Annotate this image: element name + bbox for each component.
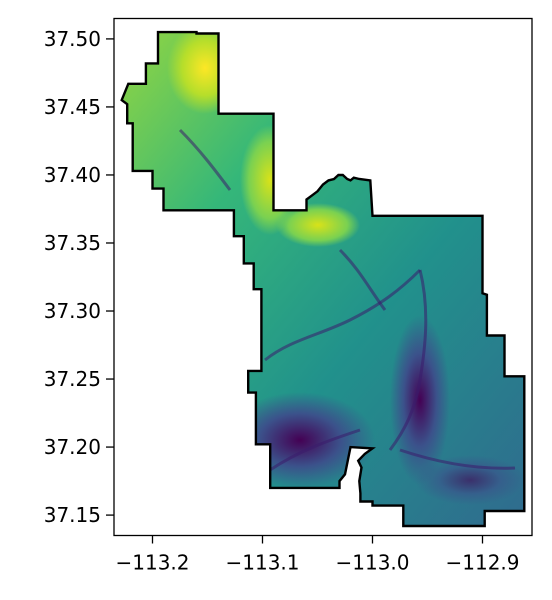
drainage-line (269, 428, 361, 472)
x-tick-label: −112.9 (445, 551, 519, 575)
elevation-raster (121, 32, 525, 526)
drainage-line (399, 448, 516, 470)
x-axis: −113.2 −113.1 −113.0 −112.9 (115, 535, 520, 575)
y-tick-label: 37.20 (44, 435, 101, 459)
y-tick-label: 37.15 (44, 503, 101, 527)
y-tick-label: 37.50 (44, 27, 101, 51)
x-tick-label: −113.0 (335, 551, 409, 575)
raster-low-southwest (225, 392, 375, 488)
y-tick-label: 37.30 (44, 299, 101, 323)
boundary-outline (120, 30, 526, 528)
drainage-line (388, 269, 428, 451)
drainage-line (178, 128, 232, 191)
drainage-line (264, 268, 422, 362)
raster-high-northwest (167, 32, 243, 114)
x-tick-label: −113.1 (225, 551, 299, 575)
axes: −113.2 −113.1 −113.0 −112.9 37.50 37.45 37.40… (44, 17, 533, 575)
raster-low-canyon (390, 315, 450, 485)
raster-high-plateau (276, 203, 360, 247)
y-tick-label: 37.35 (44, 231, 101, 255)
y-tick-label: 37.25 (44, 367, 101, 391)
y-tick-label: 37.40 (44, 163, 101, 187)
y-axis: 37.50 37.45 37.40 37.35 37.30 37.25 37.20 37.15 (44, 27, 114, 527)
axes-frame (113, 17, 533, 537)
x-tick-label: −113.2 (115, 551, 189, 575)
drainage-lines (178, 128, 516, 472)
raster-low-southeast (415, 455, 525, 505)
y-tick-label: 37.45 (44, 95, 101, 119)
drainage-line (338, 248, 387, 311)
